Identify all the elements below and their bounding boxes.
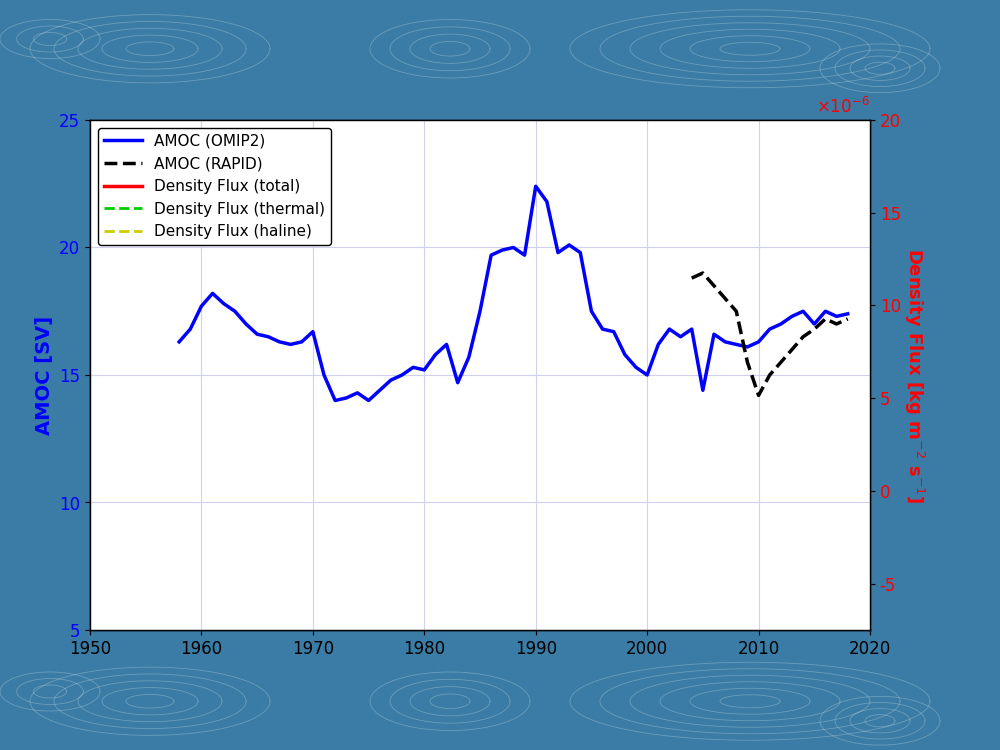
Y-axis label: AMOC [SV]: AMOC [SV] bbox=[35, 316, 54, 434]
Text: $\times10^{-6}$: $\times10^{-6}$ bbox=[816, 98, 870, 118]
Y-axis label: Density Flux [kg m$^{-2}$ s$^{-1}$]: Density Flux [kg m$^{-2}$ s$^{-1}$] bbox=[902, 248, 926, 502]
Legend: AMOC (OMIP2), AMOC (RAPID), Density Flux (total), Density Flux (thermal), Densit: AMOC (OMIP2), AMOC (RAPID), Density Flux… bbox=[98, 128, 331, 245]
